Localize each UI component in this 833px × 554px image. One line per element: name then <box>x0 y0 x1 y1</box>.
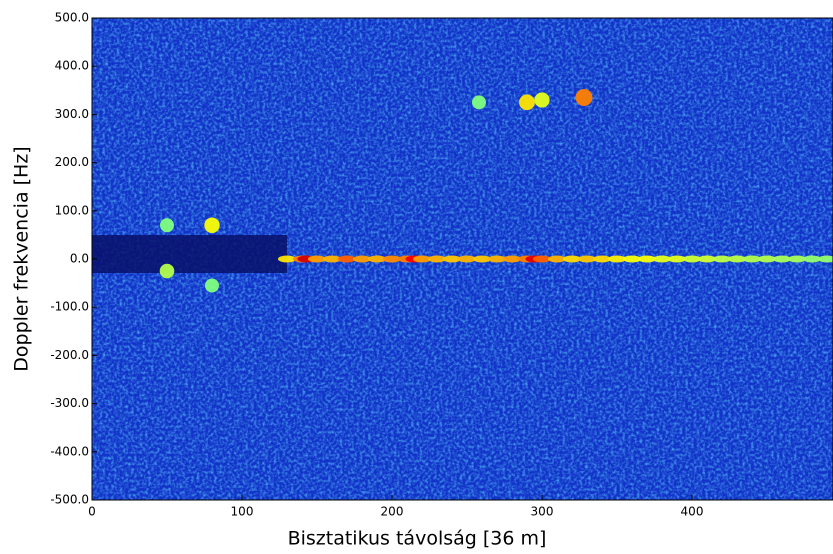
heat-cell <box>338 255 356 263</box>
y-tick-label: -200.0 <box>50 348 89 362</box>
heat-cell <box>713 255 731 263</box>
heatmap <box>159 89 833 293</box>
heat-cell <box>488 255 506 263</box>
heat-cell <box>519 94 535 111</box>
x-tick-label: 0 <box>88 505 96 519</box>
heat-cell <box>788 255 806 263</box>
y-tick-label: 500.0 <box>55 11 89 25</box>
heat-cell <box>548 255 566 263</box>
y-tick-label: 100.0 <box>55 203 89 217</box>
heat-cell <box>758 255 776 263</box>
heat-cell <box>160 218 174 233</box>
heat-cell <box>803 255 821 263</box>
heat-cell <box>623 255 641 263</box>
x-tick-label: 300 <box>531 505 554 519</box>
heat-cell <box>204 217 220 233</box>
y-tick-label: 300.0 <box>55 107 89 121</box>
heat-cell <box>428 255 446 263</box>
heat-cell <box>698 255 716 263</box>
x-tick-label: 100 <box>231 505 254 519</box>
x-tick-label: 400 <box>681 505 704 519</box>
heat-cell <box>818 255 833 263</box>
heat-cell <box>443 255 461 263</box>
heat-cell <box>205 278 219 293</box>
y-tick-label: -400.0 <box>50 444 89 458</box>
y-tick-label: -100.0 <box>50 300 89 314</box>
heat-cell <box>638 255 656 263</box>
heat-cell <box>278 255 296 263</box>
heat-cell <box>533 255 551 263</box>
heat-cell <box>353 255 371 263</box>
heat-cell <box>413 255 431 263</box>
heat-cell <box>383 255 401 263</box>
y-tick-label: 0.0 <box>70 252 89 266</box>
heat-cell <box>668 255 686 263</box>
heat-cell <box>575 89 593 107</box>
heat-cell <box>473 255 491 263</box>
x-tick-label: 200 <box>381 505 404 519</box>
heat-cell <box>472 95 486 110</box>
heat-cell <box>534 92 550 108</box>
heat-cell <box>593 255 611 263</box>
heat-cell <box>458 255 476 263</box>
heat-cell <box>323 255 341 263</box>
heat-cell <box>159 263 175 279</box>
heat-cell <box>743 255 761 263</box>
y-axis-label: Doppler frekvencia [Hz] <box>11 146 33 371</box>
heat-cell <box>653 255 671 263</box>
heat-cell <box>503 255 521 263</box>
x-axis-label: Bisztatikus távolság [36 m] <box>288 528 547 550</box>
heat-cell <box>563 255 581 263</box>
heat-cell <box>578 255 596 263</box>
heat-cell <box>308 255 326 263</box>
heat-cell <box>728 255 746 263</box>
y-tick-label: 400.0 <box>55 59 89 73</box>
y-tick-label: -300.0 <box>50 396 89 410</box>
heat-cell <box>773 255 791 263</box>
heat-cell <box>683 255 701 263</box>
heat-cell <box>608 255 626 263</box>
heat-cell <box>368 255 386 263</box>
y-tick-label: 200.0 <box>55 155 89 169</box>
y-tick-label: -500.0 <box>50 493 89 507</box>
